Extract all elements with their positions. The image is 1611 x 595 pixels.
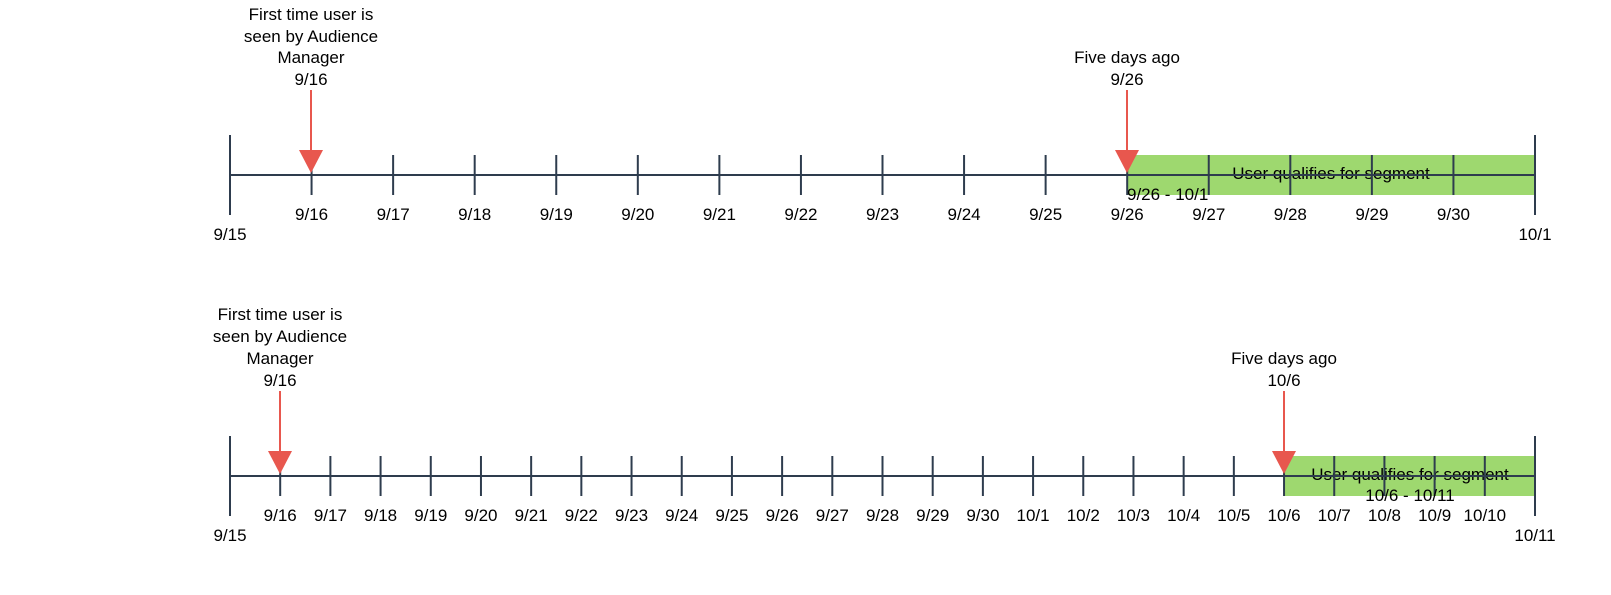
tick-date-label: 9/30	[966, 506, 999, 525]
tick-date-label: 9/27	[816, 506, 849, 525]
tick-date-label: 10/10	[1464, 506, 1507, 525]
tick-date-label: 10/3	[1117, 506, 1150, 525]
tick-date-label: 9/23	[866, 205, 899, 224]
tick-date-label: 10/8	[1368, 506, 1401, 525]
tick-date-label: 9/23	[615, 506, 648, 525]
tick-date-label: 10/1	[1017, 506, 1050, 525]
annotation-line: First time user is	[249, 5, 374, 24]
tick-date-label: 9/22	[784, 205, 817, 224]
tick-date-label: 9/30	[1437, 205, 1470, 224]
tick-group: 9/16 9/17 9/18 9/19 9/20 9/21 9/22 9/23 9/24 9/25…	[295, 155, 1470, 224]
tick-date-label: 9/19	[540, 205, 573, 224]
tick-date-label: 10/7	[1318, 506, 1351, 525]
tick-date-label: 9/21	[703, 205, 736, 224]
tick-date-label: 9/27	[1192, 205, 1225, 224]
tick-date-label: 9/24	[665, 506, 698, 525]
timeline-1: User qualifies for segment 9/16 9/17 9/18 9…	[213, 5, 1551, 244]
tick-date-label: 9/16	[264, 506, 297, 525]
tick-date-label: 9/18	[364, 506, 397, 525]
annotation-line: Five days ago	[1074, 48, 1180, 67]
tick-date-label: 9/29	[916, 506, 949, 525]
arrow-down-icon	[268, 451, 292, 474]
segment-range-label: 10/6 - 10/11	[1365, 486, 1454, 505]
tick-date-label: 9/17	[377, 205, 410, 224]
annotation-line: seen by Audience	[244, 27, 378, 46]
tick-date-label: 9/16	[295, 205, 328, 224]
tick-date-label: 9/26	[766, 506, 799, 525]
annotation-line: First time user is	[218, 305, 343, 324]
tick-date-label: 9/29	[1355, 205, 1388, 224]
tick-date-label: 9/28	[1274, 205, 1307, 224]
annotation-line: Manager	[246, 349, 313, 368]
tick-date-label: 9/22	[565, 506, 598, 525]
start-date-label: 9/15	[213, 225, 246, 244]
tick-date-label: 9/25	[715, 506, 748, 525]
annotation-line: seen by Audience	[213, 327, 347, 346]
end-date-label: 10/11	[1514, 526, 1555, 545]
annotation-line: Manager	[277, 48, 344, 67]
arrow-down-icon	[299, 150, 323, 173]
tick-date-label: 9/19	[414, 506, 447, 525]
tick-date-label: 10/5	[1217, 506, 1250, 525]
tick-date-label: 10/9	[1418, 506, 1451, 525]
segment-label: User qualifies for segment	[1311, 465, 1509, 484]
first-seen-annotation: First time user is seen by Audience Mana…	[213, 305, 347, 474]
tick-date-label: 9/28	[866, 506, 899, 525]
segment-range-label: 9/26 - 10/1	[1127, 185, 1208, 204]
arrow-down-icon	[1115, 150, 1139, 173]
segment-label: User qualifies for segment	[1232, 164, 1430, 183]
first-seen-annotation: First time user is seen by Audience Mana…	[244, 5, 378, 173]
annotation-date: 9/16	[294, 70, 327, 89]
arrow-down-icon	[1272, 451, 1296, 474]
tick-date-label: 9/20	[464, 506, 497, 525]
tick-group: 9/16 9/17 9/18 9/19 9/20 9/21 9/22 9/23 9/24 9/25…	[264, 456, 1506, 525]
annotation-date: 9/26	[1110, 70, 1143, 89]
five-days-annotation: Five days ago 10/6	[1231, 349, 1337, 474]
annotation-line: Five days ago	[1231, 349, 1337, 368]
start-date-label: 9/15	[213, 526, 246, 545]
tick-date-label: 9/24	[948, 205, 981, 224]
tick-date-label: 10/2	[1067, 506, 1100, 525]
tick-date-label: 10/4	[1167, 506, 1200, 525]
five-days-annotation: Five days ago 9/26	[1074, 48, 1180, 173]
timeline-2: User qualifies for segment 9/16 9/17 9/18 9…	[213, 305, 1556, 545]
tick-date-label: 9/20	[621, 205, 654, 224]
annotation-date: 10/6	[1267, 371, 1300, 390]
tick-date-label: 9/25	[1029, 205, 1062, 224]
tick-date-label: 9/18	[458, 205, 491, 224]
end-date-label: 10/1	[1518, 225, 1551, 244]
annotation-date: 9/16	[263, 371, 296, 390]
tick-date-label: 9/21	[515, 506, 548, 525]
tick-date-label: 9/17	[314, 506, 347, 525]
tick-date-label: 9/26	[1111, 205, 1144, 224]
tick-date-label: 10/6	[1267, 506, 1300, 525]
